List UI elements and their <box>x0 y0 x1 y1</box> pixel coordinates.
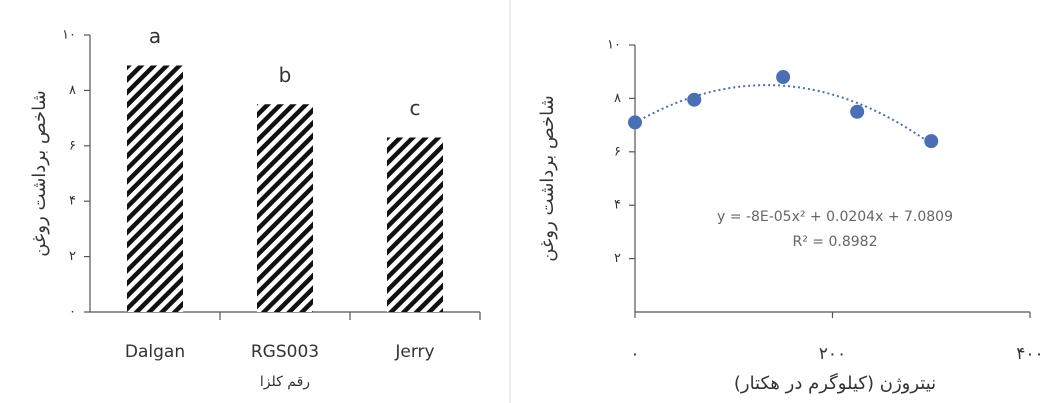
point <box>924 134 939 149</box>
x-axis-label: رقم کلزا <box>260 374 310 390</box>
y-tick-label: ۴ <box>614 198 621 213</box>
x-tick-label: Jerry <box>394 342 434 362</box>
point <box>628 115 642 130</box>
r-squared: R² = 0.8982 <box>793 234 878 250</box>
bar <box>387 137 443 312</box>
x-tick-label: Dalgan <box>125 342 185 362</box>
y-tick-label: ۲ <box>69 249 76 264</box>
point <box>776 70 791 85</box>
x-tick-label: ۴۰۰ <box>1016 344 1043 364</box>
x-axis-label: نیتروژن (کیلوگرم در هکتار) <box>734 372 936 394</box>
x-tick-label: ۲۰۰ <box>819 344 846 364</box>
y-tick-label: ۸ <box>69 83 76 98</box>
x-tick-label: RGS003 <box>251 342 319 362</box>
y-axis-label: شاخص برداشت روغن <box>537 95 558 261</box>
y-tick-label: ۶ <box>614 144 621 159</box>
trend-line <box>634 84 932 145</box>
y-tick-label: ۸ <box>614 91 621 106</box>
significance-letter: c <box>410 96 421 120</box>
y-axis-label: شاخص برداشت روغن <box>29 90 50 256</box>
bar <box>127 65 183 312</box>
y-tick-label: ۱۰ <box>607 38 621 53</box>
equation: y = -8E-05x² + 0.0204x + 7.0809 <box>717 209 953 225</box>
significance-letter: b <box>279 63 292 87</box>
y-tick-label: ۴ <box>69 194 76 209</box>
point <box>850 104 865 119</box>
bar <box>257 104 313 312</box>
y-tick-label: ۰ <box>69 305 76 320</box>
point <box>687 92 702 107</box>
significance-letter: a <box>149 24 161 48</box>
y-tick-label: ۱۰ <box>62 28 76 43</box>
y-tick-label: ۶ <box>69 138 76 153</box>
y-tick-label: ۲ <box>614 251 621 266</box>
x-tick-label: ۰ <box>630 344 639 364</box>
